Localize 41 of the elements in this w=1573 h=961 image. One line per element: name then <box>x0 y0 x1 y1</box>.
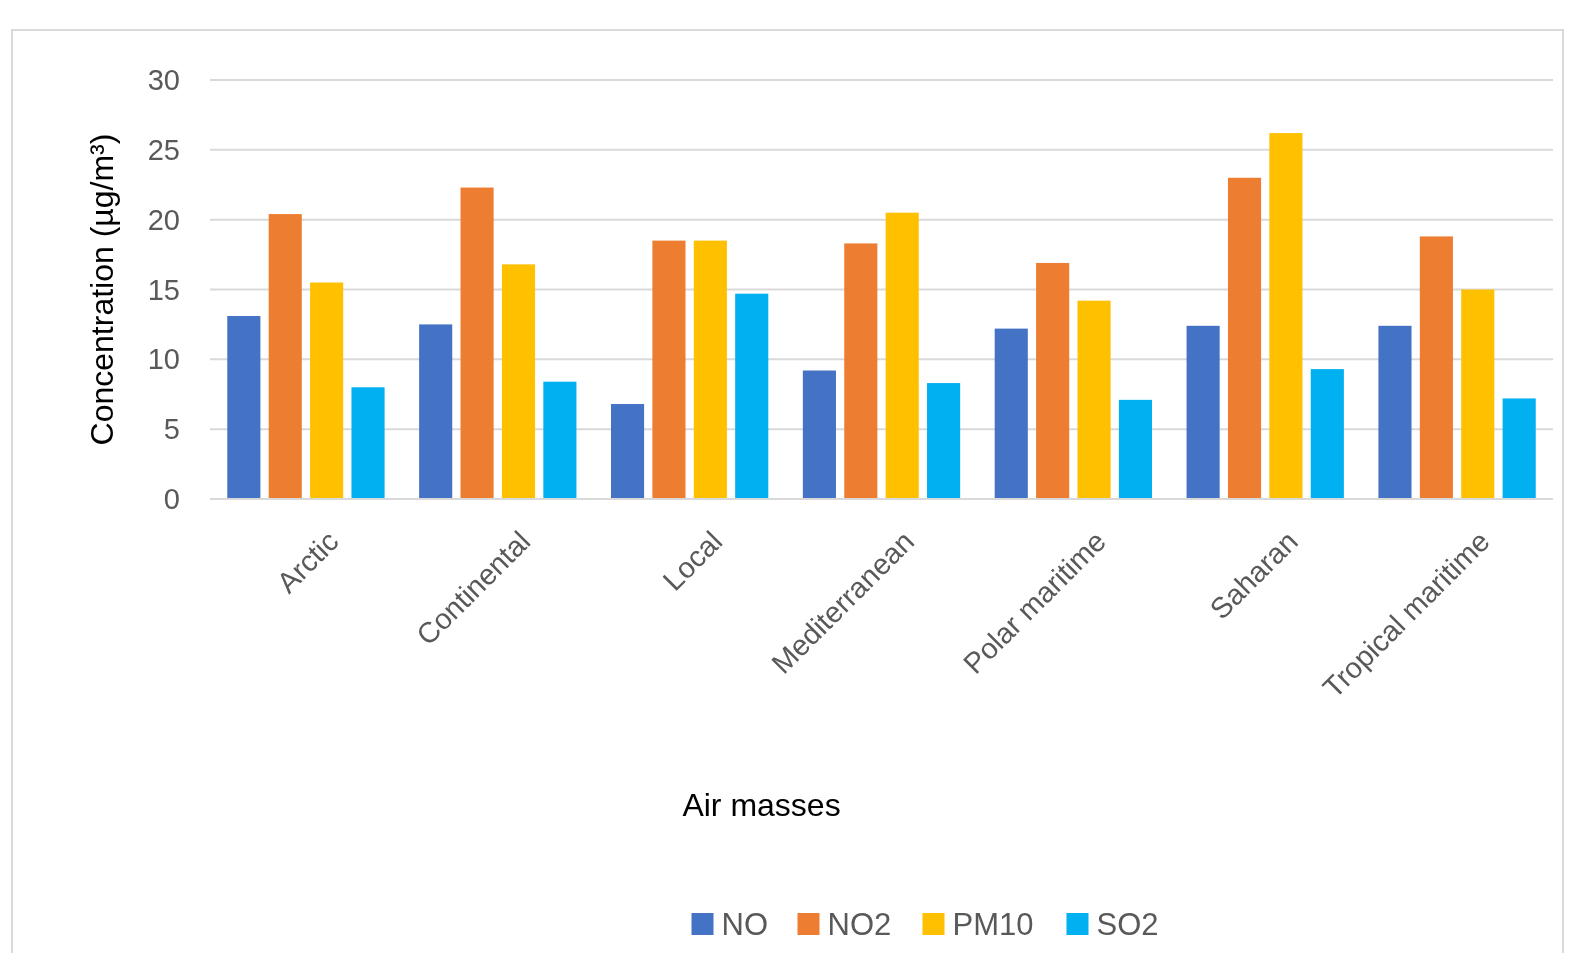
bar <box>1378 325 1412 499</box>
bar <box>1310 369 1344 499</box>
bar <box>1269 133 1303 499</box>
legend-label: SO2 <box>1096 906 1159 942</box>
legend-label: NO <box>721 906 768 942</box>
bar <box>310 282 344 499</box>
legend-label: NO2 <box>827 906 892 942</box>
bar <box>1502 398 1536 499</box>
bar <box>1036 262 1070 499</box>
bar <box>1419 236 1453 499</box>
bar <box>844 243 878 499</box>
y-tick-label: 10 <box>147 343 180 376</box>
bar <box>927 383 961 499</box>
bar <box>460 187 494 499</box>
y-axis-title: Concentration (µg/m³) <box>84 133 120 446</box>
x-axis-title: Air masses <box>682 787 841 823</box>
bar <box>227 316 261 499</box>
bar <box>1186 325 1220 499</box>
legend-label: PM10 <box>952 906 1034 942</box>
bar <box>543 381 577 499</box>
bar <box>1227 177 1262 499</box>
bar <box>735 293 769 499</box>
bar <box>1118 399 1153 499</box>
bar <box>802 370 836 499</box>
bar <box>1461 289 1495 499</box>
bar <box>268 214 302 499</box>
bar <box>693 240 727 499</box>
bar <box>351 387 385 499</box>
y-tick-label: 15 <box>147 273 180 306</box>
y-tick-label: 0 <box>163 483 180 516</box>
bar <box>652 240 686 499</box>
y-tick-label: 25 <box>147 133 180 166</box>
bar <box>610 404 645 499</box>
y-tick-label: 5 <box>163 413 180 446</box>
bar <box>501 264 536 499</box>
y-tick-label: 20 <box>147 203 180 236</box>
bar <box>1077 300 1111 499</box>
bar <box>885 212 919 499</box>
bar <box>419 324 453 499</box>
y-tick-label: 30 <box>147 64 180 97</box>
bar <box>994 328 1028 499</box>
